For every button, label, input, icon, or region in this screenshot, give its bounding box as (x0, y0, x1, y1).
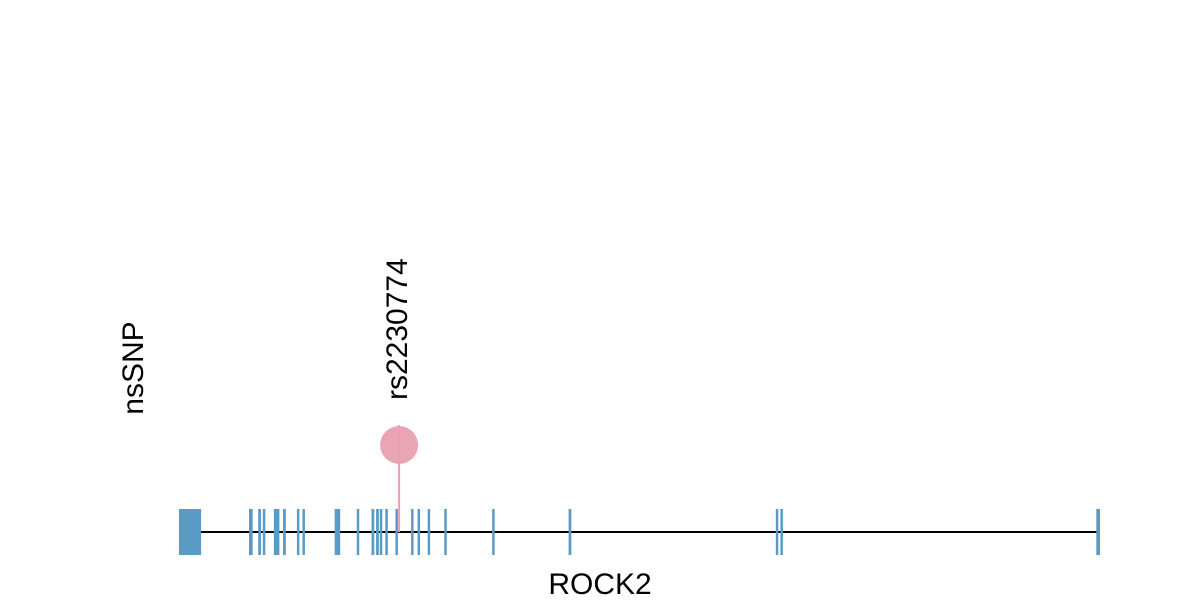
snp-label: rs2230774 (381, 258, 414, 400)
exon (379, 509, 383, 555)
snp-head (380, 426, 419, 464)
exon (780, 509, 783, 555)
exon (302, 509, 305, 555)
track-label: nsSNP (117, 321, 150, 414)
exon (376, 509, 379, 555)
exon (395, 509, 398, 555)
exon (427, 509, 431, 555)
exon (273, 509, 280, 555)
exon (385, 509, 388, 555)
exon (444, 509, 447, 555)
exon (371, 509, 375, 555)
exon (568, 509, 572, 555)
exon (262, 509, 266, 555)
exon (248, 509, 253, 555)
exon (1096, 509, 1100, 555)
x-axis-label: ROCK2 (548, 568, 651, 600)
exon (417, 509, 421, 555)
exon (296, 509, 300, 555)
exon (356, 509, 360, 555)
exon (179, 509, 202, 555)
exon (775, 509, 779, 555)
exon (411, 509, 414, 555)
exon (283, 509, 286, 555)
exon (258, 509, 261, 555)
exon (492, 509, 495, 555)
exon (334, 509, 341, 555)
